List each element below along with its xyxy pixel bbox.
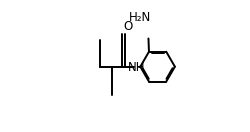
Text: H₂N: H₂N	[129, 11, 151, 24]
Text: O: O	[123, 20, 132, 33]
Text: NH: NH	[128, 61, 145, 74]
